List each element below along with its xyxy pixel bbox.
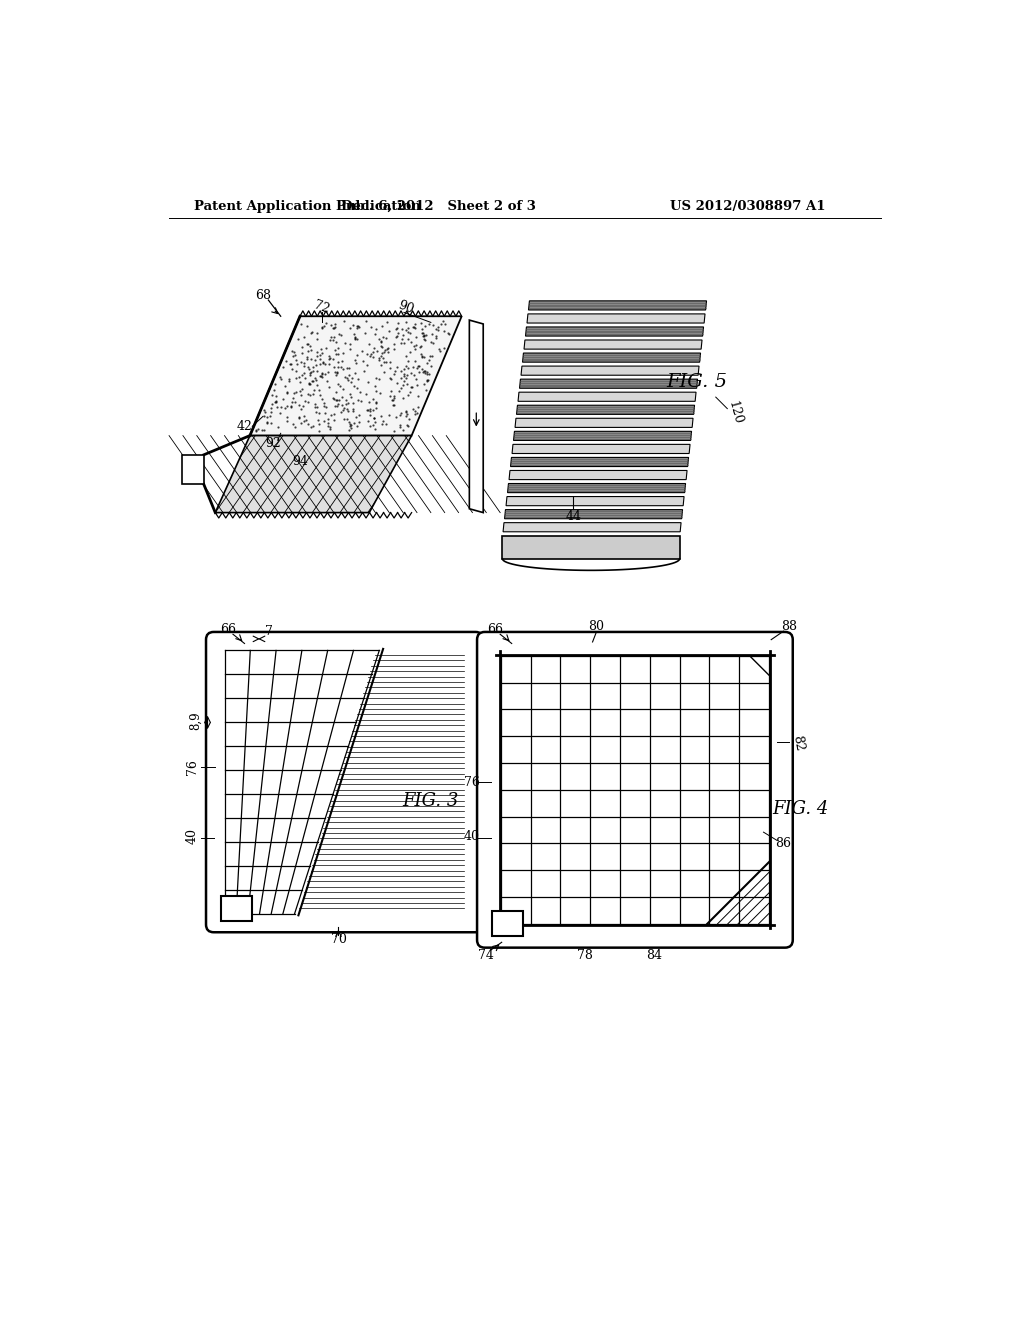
- Polygon shape: [524, 341, 702, 348]
- Text: 76: 76: [464, 776, 479, 788]
- Text: 66: 66: [486, 623, 503, 636]
- Text: 78: 78: [577, 949, 593, 962]
- Text: 74: 74: [478, 949, 495, 962]
- Text: 8,9: 8,9: [189, 711, 203, 730]
- Polygon shape: [221, 896, 252, 921]
- Text: 68: 68: [255, 289, 271, 302]
- Polygon shape: [503, 523, 681, 532]
- Text: 84: 84: [646, 949, 663, 962]
- Polygon shape: [505, 510, 683, 519]
- Polygon shape: [519, 379, 697, 388]
- Polygon shape: [509, 470, 687, 479]
- Text: Patent Application Publication: Patent Application Publication: [194, 199, 421, 213]
- Text: 44: 44: [565, 510, 582, 523]
- Text: FIG. 4: FIG. 4: [772, 800, 828, 818]
- Text: 86: 86: [775, 837, 792, 850]
- Text: 90: 90: [396, 298, 416, 315]
- Text: 66: 66: [220, 623, 237, 636]
- Text: 42: 42: [237, 420, 253, 433]
- Polygon shape: [469, 321, 483, 512]
- Polygon shape: [518, 392, 696, 401]
- Text: FIG. 5: FIG. 5: [666, 372, 727, 391]
- Text: Dec. 6, 2012   Sheet 2 of 3: Dec. 6, 2012 Sheet 2 of 3: [341, 199, 536, 213]
- Text: 40: 40: [185, 828, 199, 843]
- Polygon shape: [525, 327, 703, 337]
- Polygon shape: [250, 317, 462, 436]
- Text: 88: 88: [781, 620, 797, 634]
- Text: 72: 72: [312, 298, 331, 315]
- Text: 92: 92: [265, 437, 281, 450]
- Polygon shape: [503, 536, 680, 558]
- Polygon shape: [215, 436, 412, 512]
- Text: 76: 76: [185, 759, 199, 775]
- Polygon shape: [182, 455, 204, 484]
- Text: 70: 70: [331, 933, 346, 946]
- FancyBboxPatch shape: [206, 632, 483, 932]
- Polygon shape: [508, 483, 685, 492]
- Polygon shape: [511, 458, 688, 466]
- Polygon shape: [528, 301, 707, 310]
- Text: 94: 94: [292, 454, 308, 467]
- FancyBboxPatch shape: [477, 632, 793, 948]
- Polygon shape: [527, 314, 705, 323]
- Polygon shape: [514, 432, 691, 441]
- Polygon shape: [506, 496, 684, 506]
- Polygon shape: [521, 366, 699, 375]
- Text: FIG. 3: FIG. 3: [402, 792, 459, 810]
- Polygon shape: [515, 418, 693, 428]
- Polygon shape: [512, 445, 690, 454]
- Polygon shape: [522, 352, 700, 362]
- Text: US 2012/0308897 A1: US 2012/0308897 A1: [670, 199, 825, 213]
- Polygon shape: [493, 911, 523, 936]
- Text: 40: 40: [464, 829, 479, 842]
- Text: 7: 7: [265, 624, 273, 638]
- Text: 80: 80: [589, 620, 604, 634]
- Polygon shape: [516, 405, 694, 414]
- Text: 82: 82: [791, 735, 806, 752]
- Text: 120: 120: [726, 399, 744, 426]
